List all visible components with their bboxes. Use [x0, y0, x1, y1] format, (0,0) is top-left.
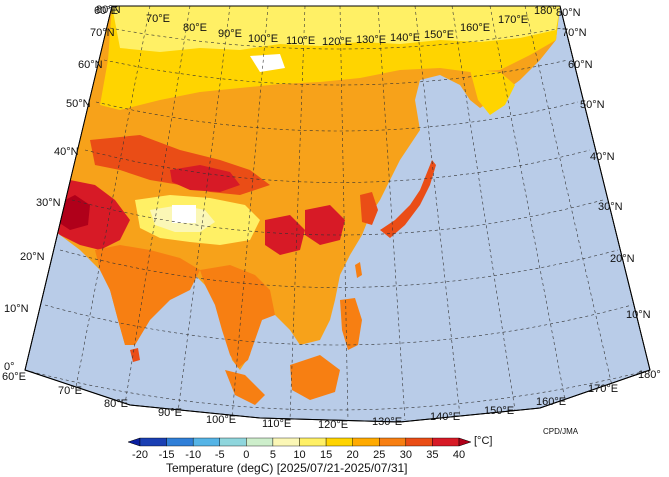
lon-label: 80°E: [104, 398, 128, 410]
land-taklamakan-hot: [170, 165, 240, 192]
colorbar-tick-label: 10: [293, 449, 305, 461]
lat-label: 50°N: [66, 98, 91, 110]
land-japan: [380, 160, 436, 238]
lat-label: 10°N: [626, 309, 651, 321]
lat-label: 10°N: [4, 303, 29, 315]
land-taiwan: [355, 262, 362, 278]
colorbar-high-arrow: [458, 437, 472, 447]
lon-label: 90°E: [218, 28, 242, 40]
lon-label: 150°E: [424, 29, 454, 41]
land-sumatra: [225, 370, 265, 405]
lon-label: 180°: [534, 5, 557, 17]
lon-label: 170°E: [588, 383, 618, 395]
lat-label: 20°N: [20, 251, 45, 263]
lat-label: 60°N: [568, 59, 593, 71]
land-india: [95, 245, 200, 345]
land-missing-siberia: [250, 54, 285, 72]
colorbar-segment: [219, 437, 247, 447]
colorbar-segment: [166, 437, 194, 447]
lat-label: 80°N: [96, 4, 121, 16]
lat-label: 20°N: [610, 253, 635, 265]
lon-label: 160°E: [460, 22, 490, 34]
lon-label: 100°E: [248, 33, 278, 45]
lat-label: 70°N: [562, 27, 587, 39]
lon-label: 160°E: [536, 396, 566, 408]
colorbar-tick-label: 40: [453, 449, 465, 461]
colorbar-tick-label: 0: [243, 449, 249, 461]
land-srilanka: [130, 348, 140, 362]
colorbar-tick-label: 5: [270, 449, 276, 461]
colorbar-segment: [325, 437, 353, 447]
colorbar-tick-label: 15: [320, 449, 332, 461]
colorbar-segment: [379, 437, 407, 447]
colorbar-tick-label: -15: [159, 449, 175, 461]
lat-label: 0°: [4, 361, 15, 373]
land-korea: [360, 192, 378, 225]
lon-label: 60°E: [2, 371, 26, 383]
colorbar-tick-label: -5: [215, 449, 225, 461]
colorbar-tick-label: 30: [400, 449, 412, 461]
lat-label: 30°N: [36, 197, 61, 209]
land-borneo: [290, 355, 340, 400]
lon-label: 120°E: [322, 36, 352, 48]
lon-label: 140°E: [430, 411, 460, 423]
lat-label: 40°N: [54, 146, 79, 158]
lon-label: 150°E: [484, 405, 514, 417]
land-arctic: [112, 6, 560, 52]
lat-label: 50°N: [580, 99, 605, 111]
lat-labels-left: 0° 10°N 20°N 30°N 40°N 50°N 60°N 70°N 80…: [4, 4, 121, 373]
lon-label: 90°E: [158, 407, 182, 419]
lon-label: 130°E: [356, 34, 386, 46]
colorbar-segment: [432, 437, 460, 447]
colorbar: -20 -15 -10 -5 0 5 10 15 20 25 30 35 40: [127, 437, 472, 461]
land-sichuan-hot: [265, 215, 305, 255]
lon-label: 60°E: [94, 5, 118, 17]
map-title: Temperature (degC) [2025/07/21-2025/07/3…: [166, 461, 408, 475]
lon-label: 100°E: [206, 414, 236, 426]
lon-label: 170°E: [498, 14, 528, 26]
colorbar-segment: [246, 437, 274, 447]
lon-label: 130°E: [372, 416, 402, 428]
lat-labels-right: 10°N 20°N 30°N 40°N 50°N 60°N 70°N 80°N: [556, 7, 651, 321]
colorbar-segment: [139, 437, 167, 447]
colorbar-segment: [299, 437, 327, 447]
credit-text: CPD/JMA: [543, 427, 579, 436]
lat-label: 70°N: [90, 27, 115, 39]
lat-label: 40°N: [590, 151, 615, 163]
lon-label: 70°E: [58, 385, 82, 397]
lon-label: 110°E: [286, 35, 315, 47]
lat-label: 60°N: [78, 59, 103, 71]
lat-label: 30°N: [598, 201, 623, 213]
colorbar-tick-label: -10: [185, 449, 201, 461]
colorbar-tick-label: -20: [132, 449, 148, 461]
lon-label: 110°E: [262, 418, 291, 430]
land-kamchatka: [470, 70, 515, 115]
lon-label: 180°: [638, 369, 661, 381]
colorbar-unit: [°C]: [474, 435, 492, 447]
colorbar-segment: [272, 437, 300, 447]
colorbar-segment: [192, 437, 220, 447]
colorbar-tick-label: 20: [347, 449, 359, 461]
graticule-parallels: [25, 27, 650, 411]
lon-labels-top: 60°E 70°E 80°E 90°E 100°E 110°E 120°E 13…: [94, 5, 557, 48]
colorbar-tick-label: 35: [426, 449, 438, 461]
lon-label: 120°E: [318, 419, 348, 431]
land-indochina: [200, 265, 275, 368]
lon-label: 70°E: [146, 13, 170, 25]
colorbar-segment: [405, 437, 433, 447]
colorbar-low-arrow: [127, 437, 141, 447]
land-philippines: [340, 298, 362, 350]
lat-label: 80°N: [556, 7, 581, 19]
land-tibet-missing: [172, 205, 196, 223]
colorbar-segment: [352, 437, 380, 447]
lon-label: 140°E: [390, 32, 420, 44]
map-border: [24, 5, 651, 423]
lon-label: 80°E: [183, 22, 207, 34]
lon-labels-bottom: 60°E 70°E 80°E 90°E 100°E 110°E 120°E 13…: [2, 369, 661, 431]
colorbar-tick-label: 25: [373, 449, 385, 461]
